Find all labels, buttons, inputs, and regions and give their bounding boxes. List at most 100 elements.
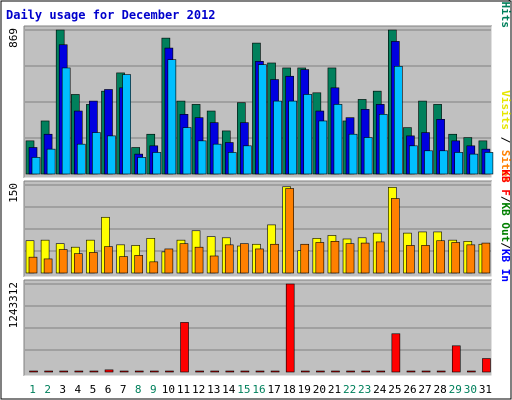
x-tick-label-day-11: 11 (177, 383, 190, 396)
x-tick-label-day-25: 25 (388, 383, 401, 396)
y-max-label: 150 (7, 183, 20, 203)
bar-sites-day-18 (285, 188, 294, 274)
bar-sites-day-28 (436, 240, 445, 274)
bar-kb-f-day-17 (270, 370, 280, 373)
bar-pages-day-22 (348, 133, 358, 175)
bar-sites-day-23 (360, 242, 370, 274)
chart-panels: 869 Pages/Files/Hits 150 Visits / Sites 1243… (7, 0, 512, 377)
x-tick-label-day-12: 12 (192, 383, 205, 396)
legend-entry: Visits (499, 90, 512, 130)
legend-entry: KB Out (499, 203, 512, 243)
bar-kb-f-day-26 (406, 370, 416, 373)
legend-entry: Hits (499, 2, 512, 29)
bar-pages-day-11 (182, 127, 192, 175)
bar-kb-f-day-18 (285, 283, 295, 373)
bar-kb-f-day-15 (240, 370, 250, 373)
bar-kb-f-day-27 (421, 370, 431, 373)
bar-sites-day-10 (164, 248, 174, 274)
bar-pages-day-6 (107, 135, 116, 175)
x-tick-label-day-13: 13 (207, 383, 220, 396)
bar-pages-day-9 (152, 152, 162, 175)
bar-sites-day-17 (270, 243, 279, 274)
bar-sites-day-9 (149, 261, 159, 274)
x-tick-label-day-10: 10 (162, 383, 175, 396)
bar-sites-day-3 (58, 249, 68, 274)
bar-kb-f-day-19 (300, 370, 310, 373)
bar-kb-f-day-8 (134, 370, 144, 373)
x-tick-label-day-21: 21 (328, 383, 341, 396)
x-tick-label-day-26: 26 (403, 383, 416, 396)
bar-sites-day-12 (194, 246, 204, 274)
bar-sites-day-1 (28, 256, 38, 274)
bar-pages-day-1 (31, 157, 41, 175)
bar-pages-day-25 (394, 65, 403, 175)
chart-title: Daily usage for December 2012 (6, 8, 216, 22)
bar-sites-day-13 (209, 255, 219, 274)
bar-kb-f-day-6 (104, 369, 114, 373)
bar-kb-f-day-1 (29, 370, 38, 373)
bar-sites-day-27 (421, 245, 430, 274)
bar-sites-day-26 (406, 245, 415, 274)
x-tick-label-day-16: 16 (252, 383, 265, 396)
bar-pages-day-12 (197, 140, 207, 175)
bar-sites-day-21 (330, 241, 340, 274)
x-tick-label-day-14: 14 (222, 383, 236, 396)
bar-sites-day-24 (375, 241, 385, 274)
x-tick-label-day-20: 20 (313, 383, 326, 396)
bar-pages-day-20 (318, 120, 328, 175)
bar-kb-f-day-7 (119, 370, 129, 373)
legend-entry: KB F (499, 169, 512, 196)
x-tick-label-day-2: 2 (44, 383, 51, 396)
bar-sites-day-8 (134, 255, 143, 274)
x-tick-label-day-1: 1 (29, 383, 36, 396)
x-tick-label-day-27: 27 (418, 383, 431, 396)
bar-kb-f-day-5 (89, 370, 99, 373)
x-tick-label-day-4: 4 (75, 383, 82, 396)
x-tick-label-day-30: 30 (464, 383, 477, 396)
bar-pages-day-15 (243, 145, 252, 175)
bar-sites-day-15 (240, 243, 249, 274)
bar-kb-f-day-12 (195, 370, 204, 373)
bar-sites-day-2 (43, 258, 53, 274)
bar-kb-f-day-20 (316, 370, 325, 373)
bar-pages-day-10 (167, 59, 177, 175)
x-tick-label-day-15: 15 (237, 383, 250, 396)
bar-sites-day-16 (255, 248, 264, 274)
bar-kb-f-day-9 (150, 370, 159, 373)
bar-kb-f-day-13 (210, 370, 220, 373)
bar-pages-day-7 (122, 74, 131, 175)
panel-2: 150 Visits / Sites (7, 90, 512, 278)
bar-pages-day-2 (46, 148, 56, 175)
bar-sites-day-4 (73, 253, 83, 274)
bar-pages-day-29 (454, 152, 464, 175)
bar-kb-f-day-30 (467, 370, 476, 373)
x-tick-label-day-29: 29 (449, 383, 462, 396)
bar-pages-day-8 (137, 157, 146, 175)
x-tick-label-day-5: 5 (90, 383, 97, 396)
bar-pages-day-26 (409, 145, 418, 175)
bar-sites-day-30 (466, 244, 476, 274)
bar-kb-f-day-28 (436, 370, 446, 373)
panel-1: 869 Pages/Files/Hits (7, 0, 512, 179)
x-tick-label-day-6: 6 (105, 383, 112, 396)
bar-pages-day-27 (424, 150, 433, 175)
bar-sites-day-29 (451, 242, 461, 274)
bar-sites-day-5 (89, 252, 98, 274)
legend-entry: KB In (499, 249, 512, 282)
bar-sites-day-14 (224, 244, 234, 274)
bar-pages-day-23 (363, 137, 373, 175)
bar-kb-f-day-23 (361, 370, 370, 373)
legend-entry: / (499, 196, 512, 203)
bar-sites-day-22 (345, 243, 355, 274)
bar-pages-day-18 (288, 100, 297, 175)
bar-sites-day-20 (315, 242, 325, 274)
bar-pages-day-16 (258, 64, 267, 175)
bar-kb-f-day-25 (391, 333, 401, 373)
x-tick-label-day-3: 3 (59, 383, 66, 396)
bar-pages-day-13 (212, 143, 222, 175)
bar-kb-f-day-22 (346, 370, 355, 373)
bar-kb-f-day-29 (451, 345, 461, 373)
